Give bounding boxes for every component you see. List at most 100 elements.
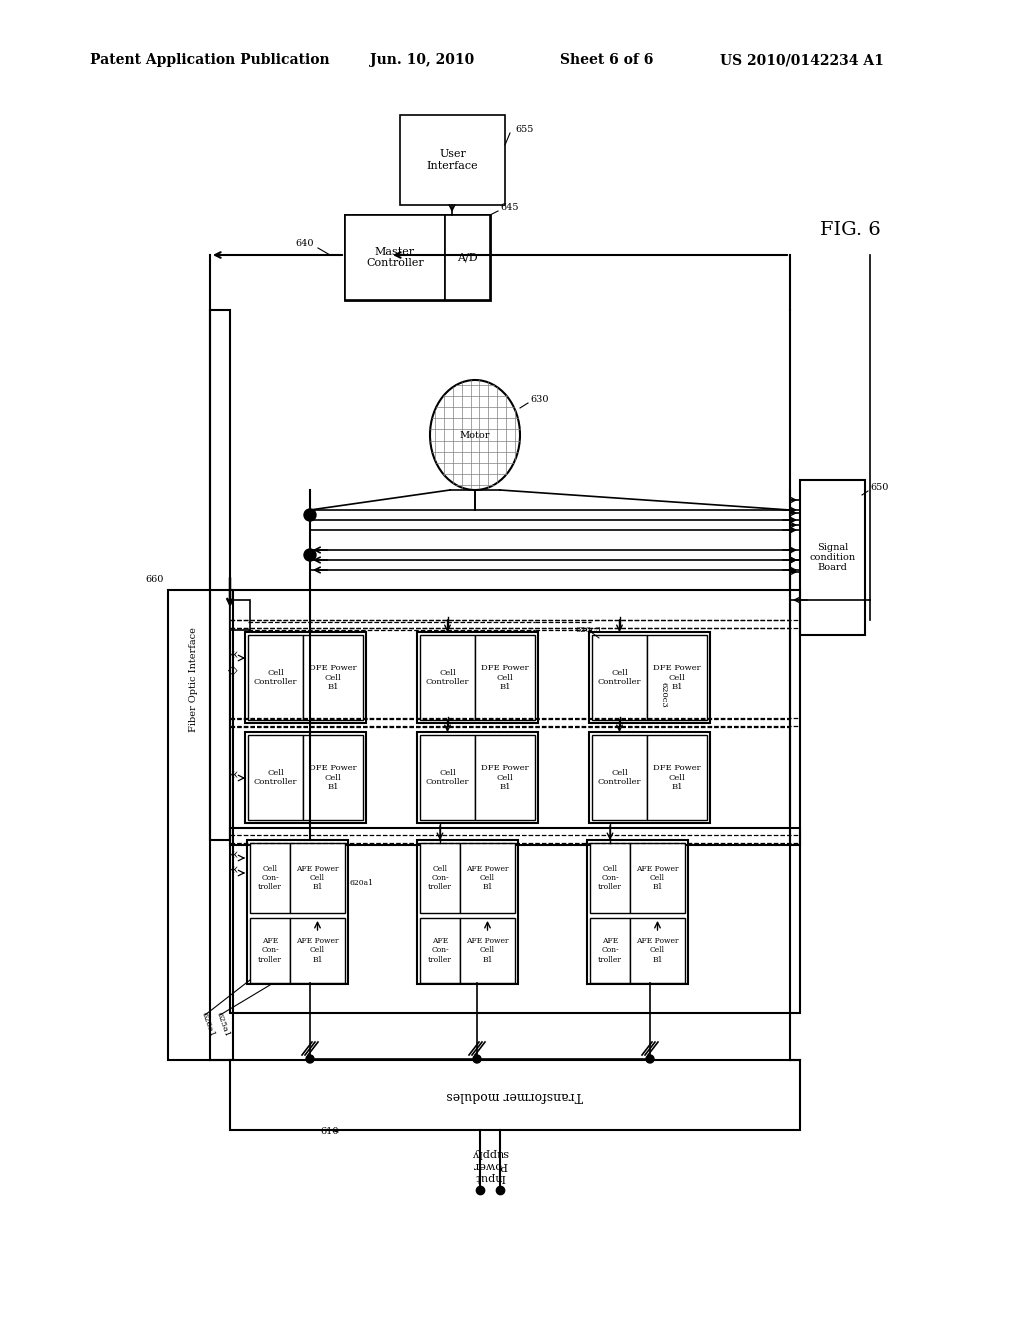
- Text: Cell
Con-
troller: Cell Con- troller: [258, 865, 282, 891]
- Text: 645: 645: [500, 203, 518, 213]
- Text: Cell
Controller: Cell Controller: [254, 669, 297, 686]
- Bar: [250, 843, 290, 913]
- Text: Motor: Motor: [460, 430, 490, 440]
- Text: Cell
Controller: Cell Controller: [426, 768, 469, 787]
- Bar: [250, 917, 290, 983]
- Text: Sheet 6 of 6: Sheet 6 of 6: [560, 53, 653, 67]
- Text: «: «: [229, 847, 238, 862]
- Bar: [420, 917, 460, 983]
- Bar: [230, 828, 800, 1012]
- Text: DFE Power
Cell
B1: DFE Power Cell B1: [481, 764, 528, 791]
- Text: AFE Power
Cell
B1: AFE Power Cell B1: [466, 865, 509, 891]
- Bar: [420, 635, 475, 719]
- Bar: [230, 601, 250, 630]
- Bar: [592, 635, 647, 719]
- Text: DFE Power
Cell
B1: DFE Power Cell B1: [481, 664, 528, 690]
- Bar: [475, 635, 535, 719]
- Text: Cell
Controller: Cell Controller: [598, 768, 641, 787]
- Bar: [420, 735, 475, 820]
- Text: Cell
Con-
troller: Cell Con- troller: [598, 865, 622, 891]
- Text: 655: 655: [515, 125, 534, 135]
- Bar: [590, 843, 630, 913]
- Text: Cell
Controller: Cell Controller: [254, 768, 297, 787]
- Text: ◇: ◇: [228, 664, 238, 676]
- Circle shape: [304, 510, 316, 521]
- Bar: [345, 215, 490, 300]
- Bar: [630, 917, 685, 983]
- Bar: [417, 733, 538, 822]
- Bar: [245, 632, 366, 723]
- Bar: [417, 632, 538, 723]
- Bar: [303, 635, 362, 719]
- Circle shape: [473, 1055, 481, 1063]
- Text: FIG. 6: FIG. 6: [820, 220, 881, 239]
- Text: User
Interface: User Interface: [427, 149, 478, 170]
- Text: Signal
condition
Board: Signal condition Board: [809, 543, 856, 573]
- Bar: [630, 843, 685, 913]
- Text: «: «: [229, 863, 238, 876]
- Circle shape: [304, 549, 316, 561]
- Text: AFE Power
Cell
B1: AFE Power Cell B1: [636, 937, 679, 964]
- Text: Master
Controller: Master Controller: [367, 247, 424, 268]
- Bar: [247, 840, 348, 983]
- Text: 650: 650: [870, 483, 889, 492]
- Bar: [460, 917, 515, 983]
- Text: 626a1: 626a1: [200, 1011, 216, 1039]
- Text: 640: 640: [295, 239, 313, 248]
- Text: AFE Power
Cell
B1: AFE Power Cell B1: [296, 865, 339, 891]
- Bar: [400, 115, 505, 205]
- Text: Cell
Controller: Cell Controller: [426, 669, 469, 686]
- Bar: [647, 635, 707, 719]
- Bar: [248, 735, 303, 820]
- Bar: [587, 840, 688, 983]
- Text: DFE Power
Cell
B1: DFE Power Cell B1: [653, 664, 700, 690]
- Text: US 2010/0142234 A1: US 2010/0142234 A1: [720, 53, 884, 67]
- Circle shape: [306, 1055, 314, 1063]
- Bar: [345, 215, 445, 300]
- Bar: [647, 735, 707, 820]
- Text: AFE
Con-
troller: AFE Con- troller: [258, 937, 282, 964]
- Text: DFE Power
Cell
B1: DFE Power Cell B1: [653, 764, 700, 791]
- Text: 610: 610: [319, 1127, 339, 1137]
- Text: 660: 660: [145, 576, 164, 585]
- Text: A/D: A/D: [457, 252, 477, 263]
- Text: Cell
Controller: Cell Controller: [598, 669, 641, 686]
- Text: Transformer modules: Transformer modules: [446, 1089, 584, 1101]
- Text: «: «: [229, 648, 238, 663]
- Bar: [168, 590, 233, 1060]
- Text: AFE
Con-
troller: AFE Con- troller: [598, 937, 622, 964]
- Bar: [417, 840, 518, 983]
- Bar: [210, 310, 230, 840]
- Text: 625a1: 625a1: [215, 1011, 231, 1039]
- Text: 626c3: 626c3: [575, 626, 601, 634]
- Text: AFE
Con-
troller: AFE Con- troller: [428, 937, 452, 964]
- Bar: [420, 843, 460, 913]
- Bar: [290, 843, 345, 913]
- Bar: [592, 735, 647, 820]
- Bar: [475, 735, 535, 820]
- Bar: [303, 735, 362, 820]
- Text: Jun. 10, 2010: Jun. 10, 2010: [370, 53, 474, 67]
- Text: DFE Power
Cell
B1: DFE Power Cell B1: [309, 764, 356, 791]
- Bar: [230, 590, 800, 845]
- Bar: [800, 480, 865, 635]
- Text: AFE Power
Cell
B1: AFE Power Cell B1: [636, 865, 679, 891]
- Bar: [460, 843, 515, 913]
- Bar: [230, 1060, 800, 1130]
- Text: 620a1: 620a1: [350, 879, 374, 887]
- Text: DFE Power
Cell
B1: DFE Power Cell B1: [309, 664, 356, 690]
- Bar: [248, 635, 303, 719]
- Bar: [590, 917, 630, 983]
- Text: AFE Power
Cell
B1: AFE Power Cell B1: [296, 937, 339, 964]
- Bar: [589, 632, 710, 723]
- Text: AFE Power
Cell
B1: AFE Power Cell B1: [466, 937, 509, 964]
- Text: «: «: [229, 768, 238, 781]
- Circle shape: [646, 1055, 654, 1063]
- Bar: [445, 215, 490, 300]
- Bar: [589, 733, 710, 822]
- Text: 620c3: 620c3: [660, 682, 668, 708]
- Text: Patent Application Publication: Patent Application Publication: [90, 53, 330, 67]
- Text: Cell
Con-
troller: Cell Con- troller: [428, 865, 452, 891]
- Text: Fiber Optic Interface: Fiber Optic Interface: [188, 627, 198, 733]
- Text: 630: 630: [530, 396, 549, 404]
